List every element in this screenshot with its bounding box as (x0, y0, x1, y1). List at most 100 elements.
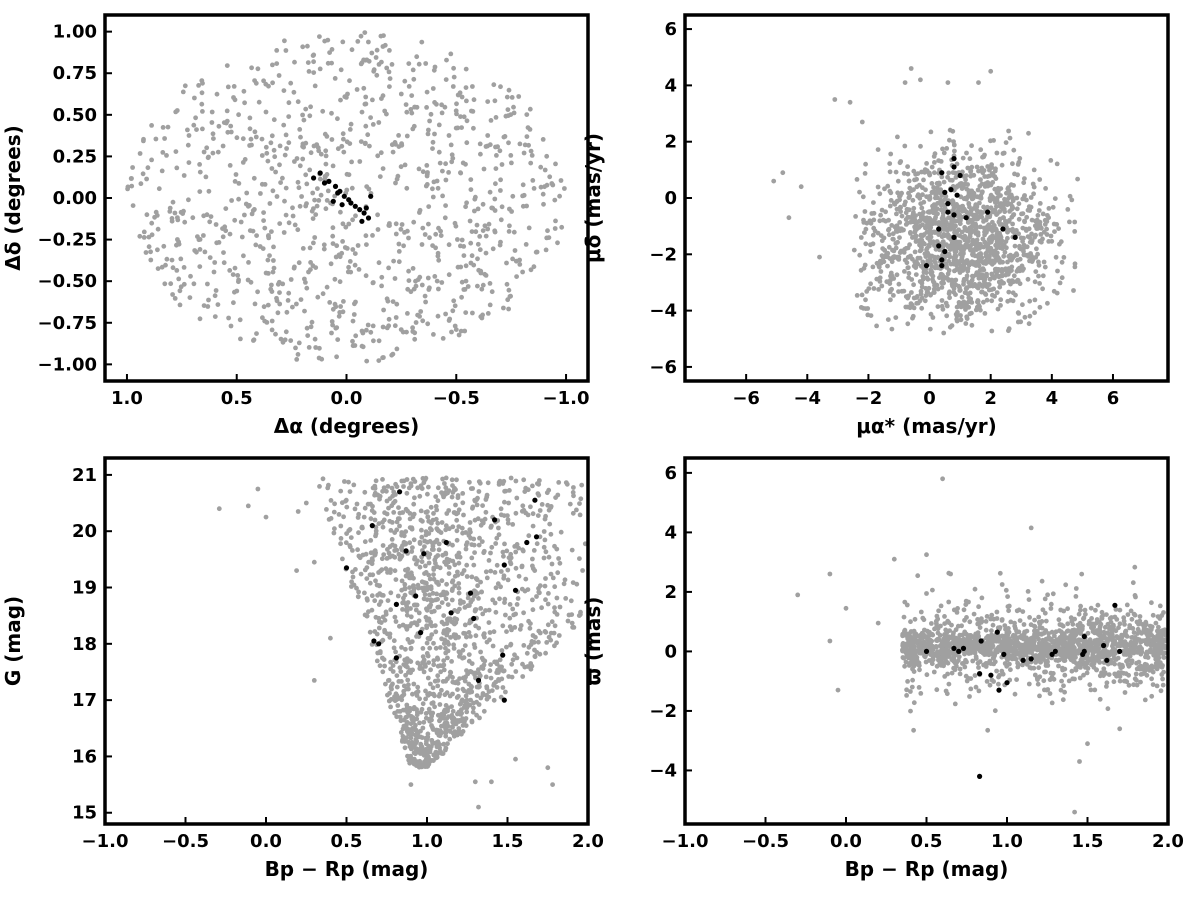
field-star-point (443, 203, 448, 209)
field-star-point (985, 245, 991, 251)
field-star-point (1014, 206, 1020, 212)
field-star-point (501, 573, 507, 579)
field-star-point (386, 677, 392, 683)
field-star-point (450, 84, 456, 89)
field-star-point (173, 149, 179, 155)
field-star-point (546, 507, 552, 513)
field-star-point (398, 669, 404, 674)
field-star-point (946, 258, 952, 264)
field-star-point (1014, 677, 1019, 682)
field-star-point (205, 281, 210, 287)
field-star-point (362, 539, 368, 545)
field-star-point (549, 619, 555, 625)
field-star-point (212, 314, 218, 319)
field-star-point (508, 153, 514, 158)
field-star-point (278, 180, 283, 186)
field-star-point (1027, 313, 1033, 319)
field-star-point (434, 564, 440, 570)
field-star-point (296, 260, 302, 266)
field-star-point (508, 475, 514, 481)
field-star-point (432, 64, 438, 70)
field-star-point (462, 643, 468, 648)
field-star-point (944, 146, 950, 151)
field-star-point (892, 201, 898, 207)
field-star-point (898, 209, 903, 215)
field-star-point (404, 329, 409, 335)
field-star-point (362, 489, 368, 495)
field-star-point (221, 120, 227, 125)
field-star-point (489, 779, 494, 785)
field-star-point (924, 219, 929, 225)
field-star-point (1005, 259, 1010, 265)
field-star-point (486, 694, 492, 700)
field-star-point (427, 635, 433, 641)
field-star-point (485, 226, 491, 232)
field-star-point (336, 313, 342, 319)
field-star-point (452, 583, 458, 589)
field-star-point (1022, 176, 1027, 182)
field-star-point (317, 34, 322, 39)
field-star-point (1051, 288, 1057, 294)
field-star-point (381, 307, 386, 313)
field-star-point (1011, 273, 1017, 279)
field-star-point (1014, 195, 1020, 201)
field-star-point (562, 577, 568, 583)
field-star-point (493, 166, 499, 172)
field-star-point (247, 115, 253, 121)
field-star-point (410, 266, 416, 271)
field-star-point (344, 504, 350, 510)
field-star-point (340, 131, 346, 137)
field-star-point (426, 572, 432, 578)
field-star-point (530, 178, 536, 183)
field-star-point (409, 110, 415, 116)
field-star-point (405, 311, 410, 316)
field-star-point (571, 493, 576, 499)
field-star-point (462, 287, 468, 292)
field-star-point (408, 746, 414, 752)
field-star-point (403, 672, 408, 678)
field-star-point (199, 101, 205, 107)
field-star-point (939, 298, 945, 303)
field-star-point (959, 255, 965, 261)
field-star-point (973, 307, 979, 313)
field-star-point (390, 299, 396, 304)
field-star-point (513, 478, 519, 484)
field-star-point (466, 630, 472, 635)
field-star-point (337, 279, 343, 285)
field-star-point (571, 625, 577, 630)
field-star-point (318, 151, 324, 157)
field-star-point (370, 485, 376, 491)
y-tick-label: 15 (72, 803, 97, 824)
field-star-point (990, 209, 996, 215)
field-star-point (928, 240, 933, 246)
field-star-point (413, 607, 419, 613)
field-star-point (436, 547, 442, 553)
field-star-point (542, 537, 548, 543)
field-star-point (509, 661, 515, 667)
field-star-point (129, 183, 135, 189)
field-star-point (913, 220, 919, 226)
field-star-point (480, 611, 486, 617)
field-star-point (308, 324, 314, 330)
field-star-point (523, 576, 529, 582)
field-star-point (413, 727, 419, 733)
field-star-point (416, 166, 422, 172)
field-star-point (411, 501, 417, 507)
field-star-point (1048, 158, 1054, 163)
field-star-point (169, 218, 175, 224)
field-star-point (555, 492, 561, 498)
field-star-point (446, 565, 452, 570)
field-star-point (514, 602, 520, 607)
field-star-point (424, 587, 430, 593)
member-star-point (951, 234, 957, 240)
member-star-point (335, 190, 341, 196)
field-star-point (332, 76, 338, 81)
field-star-point (954, 304, 960, 310)
field-star-point (175, 215, 180, 221)
field-star-point (449, 159, 455, 165)
field-star-point (426, 484, 431, 490)
field-star-point (386, 223, 392, 228)
field-star-point (525, 587, 531, 592)
field-star-point (970, 283, 976, 289)
